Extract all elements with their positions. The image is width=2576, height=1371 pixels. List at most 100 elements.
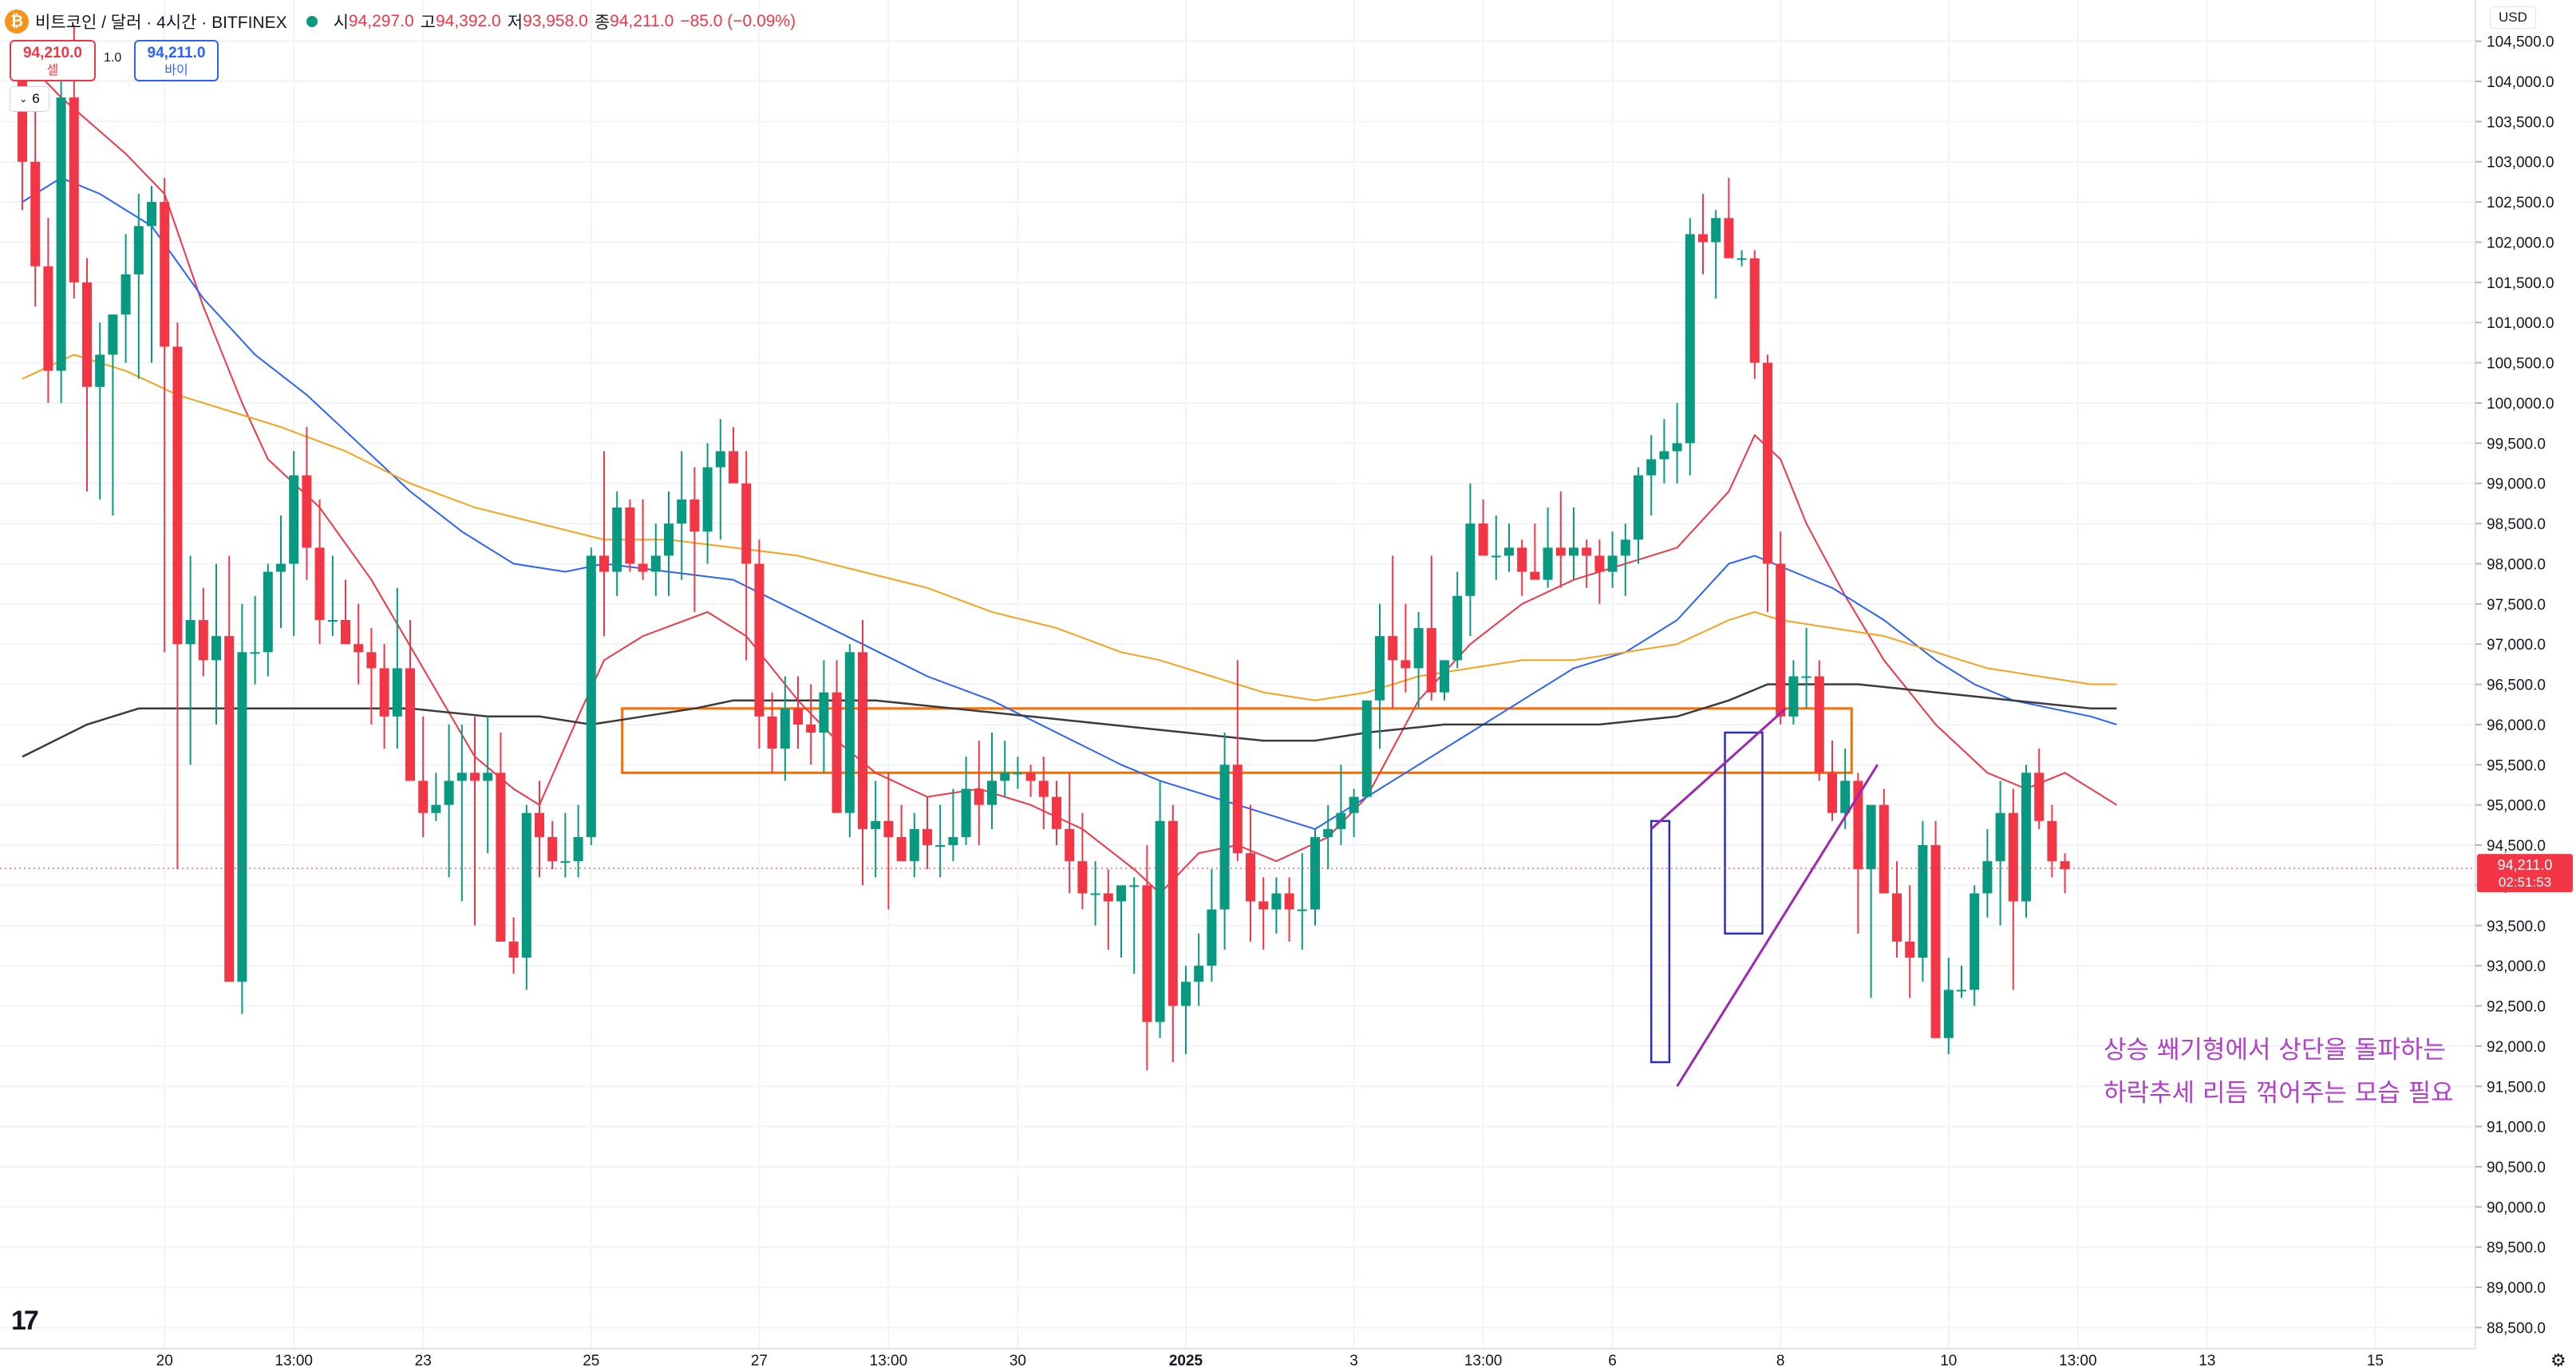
bearish-candle	[1388, 636, 1398, 661]
open-label: 시	[333, 14, 349, 32]
bearish-candle	[974, 788, 984, 805]
bearish-candle	[858, 652, 867, 829]
time-tick-label: 15	[2367, 1353, 2384, 1369]
bearish-candle	[1246, 853, 1255, 902]
high-value: 94,392.0	[435, 12, 501, 30]
bullish-candle	[677, 499, 687, 524]
bearish-candle	[470, 772, 480, 781]
low-label: 저	[507, 14, 523, 32]
bearish-candle	[1555, 547, 1566, 556]
bullish-candle	[780, 708, 790, 749]
symbol-title[interactable]: 비트코인 / 달러 · 4시간 · BITFINEX	[35, 14, 287, 32]
bullish-candle	[961, 788, 971, 837]
wedge-trendline	[1650, 707, 1787, 830]
sell-label: 셀	[46, 64, 59, 77]
time-tick-label: 25	[583, 1353, 599, 1369]
bearish-candle	[418, 780, 429, 813]
bullish-candle	[1982, 861, 1993, 894]
bullish-candle	[1788, 676, 1799, 717]
bearish-candle	[1401, 660, 1411, 669]
sell-button[interactable]: 94,210.0 셀	[10, 40, 96, 81]
time-tick-label: 13	[2199, 1353, 2215, 1369]
bearish-candle	[1167, 820, 1178, 1006]
price-tick-label: 100,500.0	[2487, 356, 2554, 373]
tradingview-logo-icon[interactable]: 17	[11, 1306, 39, 1336]
price-tick-label: 102,000.0	[2487, 235, 2554, 251]
price-tick-label: 103,500.0	[2487, 114, 2554, 131]
price-tick-label: 89,000.0	[2487, 1280, 2546, 1297]
bearish-candle	[806, 724, 816, 733]
bearish-candle	[2034, 772, 2045, 821]
price-tick-label: 93,500.0	[2487, 919, 2546, 935]
bar-countdown: 02:51:53	[2499, 875, 2551, 890]
bitcoin-logo-icon: ₿	[5, 10, 29, 34]
bearish-candle	[1258, 901, 1269, 910]
bearish-candle	[1038, 780, 1049, 797]
bullish-candle	[560, 861, 571, 863]
bullish-candle	[1957, 990, 1966, 992]
currency-selector[interactable]: USD	[2490, 6, 2536, 29]
bearish-candle	[1582, 547, 1592, 556]
bearish-candle	[1232, 765, 1243, 854]
ma-blue-line	[22, 176, 2117, 830]
price-tick-label: 90,000.0	[2487, 1199, 2546, 1216]
bearish-candle	[832, 692, 842, 813]
bearish-candle	[1065, 828, 1075, 862]
bearish-candle	[1776, 563, 1786, 717]
price-tick-label: 104,000.0	[2487, 74, 2554, 91]
change-value: −85.0 (−0.09%)	[680, 12, 796, 30]
bearish-candle	[1077, 861, 1088, 894]
spread-value: 1.0	[104, 51, 122, 65]
bullish-candle	[108, 314, 118, 355]
bullish-candle	[1452, 595, 1463, 661]
indicator-toggle[interactable]: ⌄ 6	[10, 86, 49, 112]
bullish-candle	[1801, 676, 1811, 678]
price-tick-label: 101,000.0	[2487, 315, 2554, 332]
highlight-box	[1724, 731, 1764, 935]
bullish-candle	[1970, 893, 1980, 990]
bullish-candle	[586, 555, 596, 837]
bearish-candle	[1517, 547, 1527, 572]
bullish-candle	[987, 780, 997, 805]
bullish-candle	[1607, 555, 1618, 572]
bullish-candle	[1090, 893, 1100, 895]
bearish-candle	[1103, 893, 1113, 902]
bullish-candle	[1685, 234, 1695, 444]
bullish-candle	[56, 97, 66, 371]
price-tick-label: 103,000.0	[2487, 155, 2554, 172]
bullish-candle	[819, 692, 829, 733]
time-axis[interactable]: 20 13:00 23 25 27 13:00 30 2025 3 13:00 6 8 10 13:00 1…	[156, 1353, 2384, 1369]
gear-icon[interactable]: ⚙	[2550, 1350, 2566, 1370]
bearish-candle	[496, 772, 506, 942]
sell-price: 94,210.0	[23, 45, 82, 61]
buy-button[interactable]: 94,211.0 바이	[134, 40, 219, 81]
bullish-candle	[289, 475, 299, 564]
bullish-candle	[1646, 459, 1657, 476]
bullish-candle	[1620, 539, 1630, 556]
bearish-candle	[1284, 893, 1294, 910]
symbol-header: ₿ 비트코인 / 달러 · 4시간 · BITFINEX 시 94,297.0 …	[0, 0, 796, 43]
bullish-candle	[1013, 772, 1023, 775]
bullish-candle	[612, 507, 622, 572]
price-tick-label: 93,000.0	[2487, 958, 2546, 975]
bearish-candle	[547, 836, 558, 862]
bearish-candle	[1827, 772, 1837, 813]
price-tick-label: 94,500.0	[2487, 838, 2546, 855]
bullish-candle	[1000, 772, 1010, 781]
bullish-candle	[1297, 909, 1307, 911]
bullish-candle	[1349, 796, 1359, 813]
price-tick-label: 92,500.0	[2487, 999, 2546, 1016]
bearish-candle	[69, 97, 79, 282]
bullish-candle	[935, 845, 946, 847]
bearish-candle	[883, 820, 894, 837]
price-tick-label: 96,500.0	[2487, 678, 2546, 694]
bearish-candle	[923, 828, 932, 846]
bearish-candle	[1530, 571, 1540, 580]
bullish-candle	[715, 451, 725, 468]
bullish-candle	[185, 619, 196, 645]
bearish-candle	[729, 451, 738, 484]
price-axis[interactable]: 88,500.0 89,000.0 89,500.0 90,000.0 90,500.0…	[2475, 34, 2554, 1337]
time-tick-label: 23	[415, 1353, 432, 1369]
